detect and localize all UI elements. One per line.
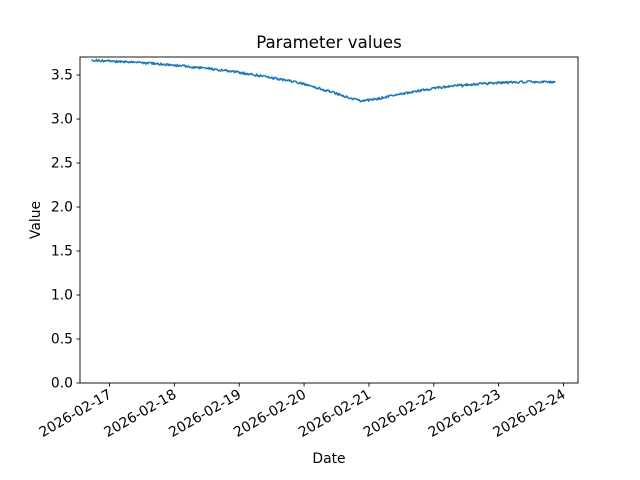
- x-tick-label: 2026-02-20: [231, 387, 309, 441]
- x-axis-ticks: 2026-02-172026-02-182026-02-192026-02-20…: [37, 383, 569, 441]
- x-tick-label: 2026-02-24: [491, 387, 569, 441]
- chart-title: Parameter values: [256, 33, 402, 52]
- y-tick-label: 2.0: [51, 200, 73, 216]
- x-tick-label: 2026-02-21: [296, 387, 374, 441]
- x-tick-label: 2026-02-19: [166, 387, 244, 441]
- y-tick-label: 0.5: [51, 332, 73, 348]
- y-axis-ticks: 0.0 0.5 1.0 1.5 2.0 2.5 3.0 3.5: [51, 68, 80, 392]
- x-axis-label: Date: [312, 451, 345, 467]
- x-tick-label: 2026-02-22: [361, 387, 439, 441]
- y-axis-label: Value: [28, 201, 44, 239]
- x-tick-label: 2026-02-18: [101, 387, 179, 441]
- y-tick-label: 3.5: [51, 68, 73, 84]
- x-tick-label: 2026-02-23: [426, 387, 504, 441]
- y-tick-label: 0.0: [51, 376, 73, 392]
- x-tick-label: 2026-02-17: [37, 387, 115, 441]
- y-tick-label: 1.0: [51, 288, 73, 304]
- y-tick-label: 2.5: [51, 156, 73, 172]
- y-tick-label: 1.5: [51, 244, 73, 260]
- y-tick-label: 3.0: [51, 112, 73, 128]
- plot-border: [79, 56, 579, 384]
- series-line: [91, 58, 556, 103]
